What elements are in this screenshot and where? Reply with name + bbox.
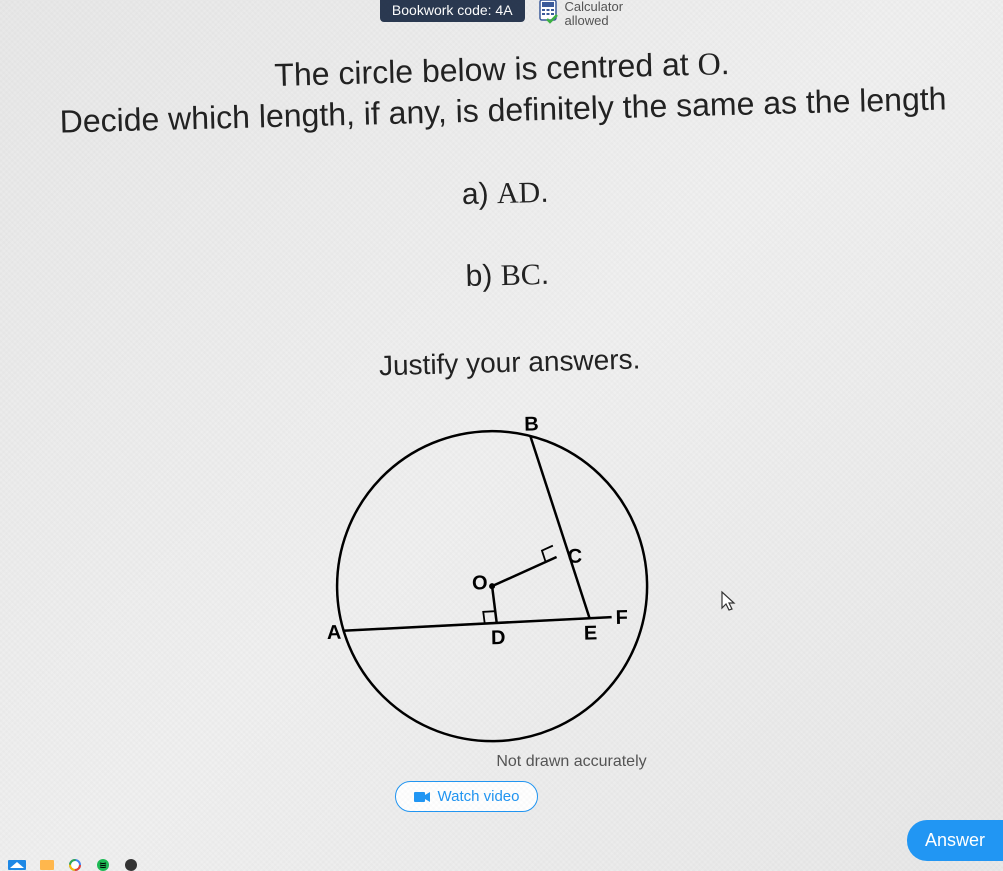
calculator-allowed: Calculator allowed <box>537 0 624 29</box>
svg-text:A: A <box>326 621 341 643</box>
taskbar-icon[interactable] <box>124 859 138 871</box>
video-icon <box>414 790 430 802</box>
taskbar <box>0 859 138 871</box>
svg-text:F: F <box>615 606 628 628</box>
circle-diagram: A B C D EF O <box>308 398 674 764</box>
option-a: a) AD. <box>3 163 1003 223</box>
taskbar-icon[interactable] <box>8 860 26 870</box>
cursor-icon <box>720 590 738 618</box>
watch-video-button[interactable]: Watch video <box>395 781 539 812</box>
bookwork-badge: Bookwork code: 4A <box>380 0 525 22</box>
taskbar-icon[interactable] <box>40 860 54 870</box>
svg-text:O: O <box>471 572 487 594</box>
svg-text:D: D <box>490 627 505 649</box>
watch-video-label: Watch video <box>438 788 520 805</box>
calculator-icon <box>537 0 559 24</box>
svg-text:B: B <box>524 413 539 435</box>
svg-text:C: C <box>567 545 582 567</box>
answer-button[interactable]: Answer <box>907 820 1003 861</box>
justify-text: Justify your answers. <box>8 333 1003 391</box>
option-b: b) BC. <box>6 245 1003 305</box>
svg-text:E: E <box>583 622 597 644</box>
calculator-text-1: Calculator <box>565 0 624 14</box>
taskbar-icon[interactable] <box>96 859 110 871</box>
taskbar-icon[interactable] <box>68 859 82 871</box>
calculator-text-2: allowed <box>565 14 624 28</box>
